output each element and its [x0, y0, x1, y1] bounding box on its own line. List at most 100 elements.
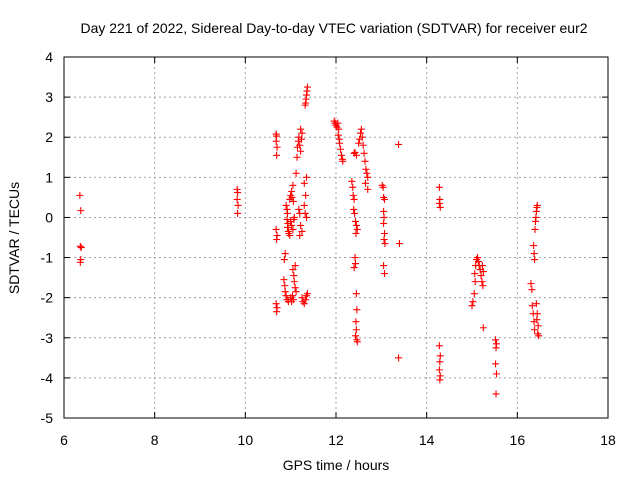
data-point	[290, 272, 298, 280]
data-point	[358, 133, 366, 141]
data-point	[288, 292, 296, 300]
data-point	[302, 191, 310, 199]
data-point	[349, 183, 357, 191]
data-point	[351, 332, 359, 340]
x-axis-label: GPS time / hours	[283, 457, 390, 473]
data-point	[280, 256, 288, 264]
data-point	[527, 280, 535, 288]
data-point	[379, 183, 387, 191]
data-point	[364, 185, 372, 193]
data-point	[356, 129, 364, 137]
data-point	[477, 272, 485, 280]
data-point	[353, 338, 361, 346]
data-point	[335, 125, 343, 133]
data-point	[349, 191, 357, 199]
data-point	[469, 298, 477, 306]
data-point	[76, 242, 84, 250]
x-tick-label: 8	[151, 432, 159, 448]
data-point	[395, 140, 403, 148]
data-point	[281, 250, 289, 258]
data-point	[471, 270, 479, 278]
data-point	[273, 143, 281, 151]
data-point	[381, 229, 389, 237]
plot-frame	[63, 56, 609, 419]
data-point	[528, 286, 536, 294]
data-point	[436, 358, 444, 366]
data-point	[233, 195, 241, 203]
data-point	[298, 129, 306, 137]
data-point	[435, 342, 443, 350]
data-point	[533, 316, 541, 324]
data-point	[380, 219, 388, 227]
data-point	[291, 262, 299, 270]
data-points	[76, 83, 543, 398]
x-tick-label: 6	[60, 432, 68, 448]
data-point	[531, 326, 539, 334]
x-tick-label: 18	[600, 432, 616, 448]
data-point	[478, 262, 486, 270]
data-point	[289, 181, 297, 189]
data-point	[350, 205, 358, 213]
data-point	[363, 169, 371, 177]
data-point	[380, 207, 388, 215]
y-axis-label: SDTVAR / TECUs	[6, 182, 22, 294]
data-point	[281, 288, 289, 296]
data-point	[352, 290, 360, 298]
data-point	[272, 137, 280, 145]
data-point	[479, 324, 487, 332]
data-point	[337, 145, 345, 153]
y-tick-label: 3	[45, 89, 53, 105]
x-tick-label: 10	[238, 432, 254, 448]
data-point	[359, 141, 367, 149]
data-point	[471, 278, 479, 286]
data-point	[435, 199, 443, 207]
data-point	[339, 157, 347, 165]
data-point	[533, 310, 541, 318]
data-point	[468, 302, 476, 310]
data-point	[288, 187, 296, 195]
x-tick-label: 14	[419, 432, 435, 448]
data-point	[234, 209, 242, 217]
data-point	[298, 135, 306, 143]
data-point	[273, 308, 281, 316]
data-point	[297, 125, 305, 133]
data-point	[492, 360, 500, 368]
data-point	[288, 221, 296, 229]
data-point	[286, 231, 294, 239]
data-point	[530, 242, 538, 250]
data-point	[361, 179, 369, 187]
data-point	[296, 141, 304, 149]
data-point	[283, 223, 291, 231]
data-point	[381, 240, 389, 248]
data-point	[470, 290, 478, 298]
data-point	[352, 229, 360, 237]
data-point	[336, 139, 344, 147]
data-point	[361, 157, 369, 165]
data-point	[334, 131, 342, 139]
data-point	[295, 205, 303, 213]
data-point	[532, 213, 540, 221]
data-point	[351, 254, 359, 262]
data-point	[436, 203, 444, 211]
data-point	[234, 201, 242, 209]
data-point	[380, 236, 388, 244]
data-point	[337, 151, 345, 159]
data-point	[334, 119, 342, 127]
data-point	[289, 296, 297, 304]
data-point	[380, 262, 388, 270]
data-point	[77, 244, 85, 252]
data-point	[355, 139, 363, 147]
data-point	[282, 292, 290, 300]
y-tick-labels: -5 -4 -3 -2 -1 0 1 2 3 4	[41, 49, 54, 426]
data-point	[353, 225, 361, 233]
data-point	[535, 332, 543, 340]
data-point	[478, 278, 486, 286]
data-point	[76, 191, 84, 199]
data-point	[291, 284, 299, 292]
data-point	[288, 193, 296, 201]
data-point	[492, 336, 500, 344]
data-point	[351, 217, 359, 225]
data-point	[76, 258, 84, 266]
data-point	[290, 278, 298, 286]
